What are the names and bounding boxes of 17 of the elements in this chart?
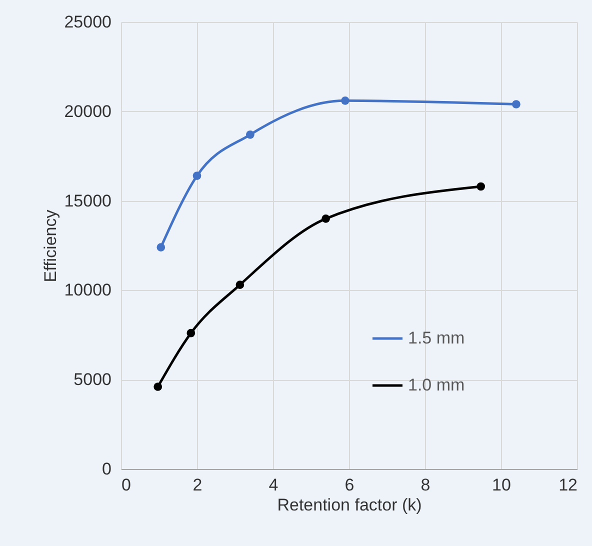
x-tick-label: 2 bbox=[192, 476, 202, 494]
x-tick-label: 0 bbox=[122, 476, 131, 494]
legend-label: 1.5 mm bbox=[408, 328, 465, 348]
legend-label: 1.0 mm bbox=[408, 376, 465, 394]
x-tick-label: 10 bbox=[492, 476, 511, 494]
y-tick-label: 10000 bbox=[64, 280, 112, 300]
y-tick-label: 15000 bbox=[64, 191, 112, 210]
x-tick-label: 8 bbox=[420, 476, 430, 494]
y-tick-label: 20000 bbox=[64, 102, 112, 121]
y-tick-label: 5000 bbox=[74, 370, 112, 390]
x-tick-label: 4 bbox=[268, 476, 278, 494]
x-axis-title: Retention factor (k) bbox=[277, 496, 422, 514]
x-tick-label: 6 bbox=[344, 476, 354, 494]
y-tick-label: 0 bbox=[102, 460, 112, 478]
x-tick-label: 12 bbox=[558, 476, 578, 494]
y-axis-title: Efficiency bbox=[41, 209, 60, 282]
y-tick-label: 25000 bbox=[64, 12, 112, 32]
